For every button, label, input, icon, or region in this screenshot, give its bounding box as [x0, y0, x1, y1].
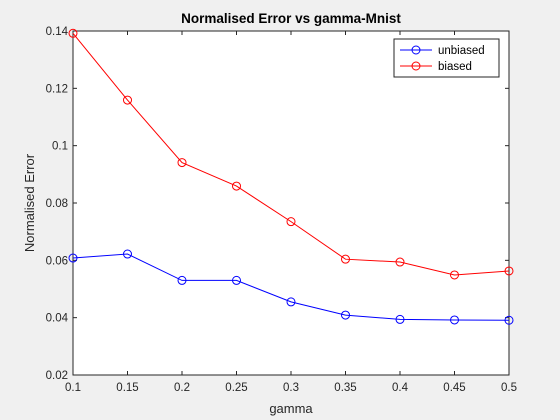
series-layer [68, 28, 514, 325]
x-tick-label: 0.5 [501, 382, 517, 394]
chart-title: Normalised Error vs gamma-Mnist [181, 11, 401, 26]
biased-point [232, 181, 241, 191]
legend-label-unbiased: unbiased [438, 45, 485, 57]
x-axis-label: gamma [269, 401, 313, 416]
biased-point [450, 270, 459, 280]
y-axis-label: Normalised Error [22, 153, 37, 252]
x-tick-label: 0.25 [225, 382, 247, 394]
unbiased-line [72, 253, 510, 321]
unbiased-point [504, 315, 514, 325]
legend-label-biased: biased [438, 61, 472, 73]
biased-point [68, 28, 78, 38]
y-tick-label: 0.12 [46, 83, 68, 95]
legend: unbiased biased [393, 38, 500, 78]
series-biased [68, 28, 514, 280]
unbiased-point [123, 249, 132, 259]
legend-entry-unbiased: unbiased [400, 45, 485, 57]
x-tick-label: 0.45 [443, 382, 465, 394]
biased-line [72, 32, 510, 276]
x-tick-label: 0.35 [334, 382, 356, 394]
x-tick-label: 0.15 [116, 382, 138, 394]
y-tick-label: 0.08 [46, 198, 68, 210]
plot-area [73, 31, 509, 375]
unbiased-point [68, 253, 78, 263]
legend-box [393, 38, 500, 78]
x-tick-label: 0.2 [174, 382, 190, 394]
y-tick-label: 0.1 [52, 141, 68, 153]
y-tick-label: 0.02 [46, 370, 68, 382]
y-tick-label: 0.14 [46, 26, 69, 38]
unbiased-point [450, 315, 459, 325]
biased-point [341, 254, 350, 264]
x-tick-label: 0.3 [283, 382, 299, 394]
biased-point [177, 158, 187, 168]
y-tick-label: 0.04 [46, 313, 69, 325]
unbiased-point [341, 310, 350, 320]
axes: 0.1 0.15 0.2 0.25 0.3 0.35 0.4 0.45 0.5 0.02 0.04 0… [46, 26, 517, 394]
unbiased-point [232, 275, 241, 285]
unbiased-point [395, 314, 405, 324]
legend-marker-biased [411, 61, 421, 71]
x-tick-label: 0.1 [65, 382, 81, 394]
unbiased-point [177, 275, 187, 285]
biased-point [395, 257, 405, 267]
legend-entry-biased: biased [400, 61, 472, 73]
legend-marker-unbiased [411, 45, 421, 55]
biased-point [286, 217, 296, 227]
biased-point [504, 266, 514, 276]
y-tick-label: 0.06 [46, 255, 68, 267]
biased-point [123, 95, 132, 105]
series-unbiased [68, 249, 514, 325]
unbiased-point [286, 297, 296, 307]
x-tick-label: 0.4 [392, 382, 409, 394]
